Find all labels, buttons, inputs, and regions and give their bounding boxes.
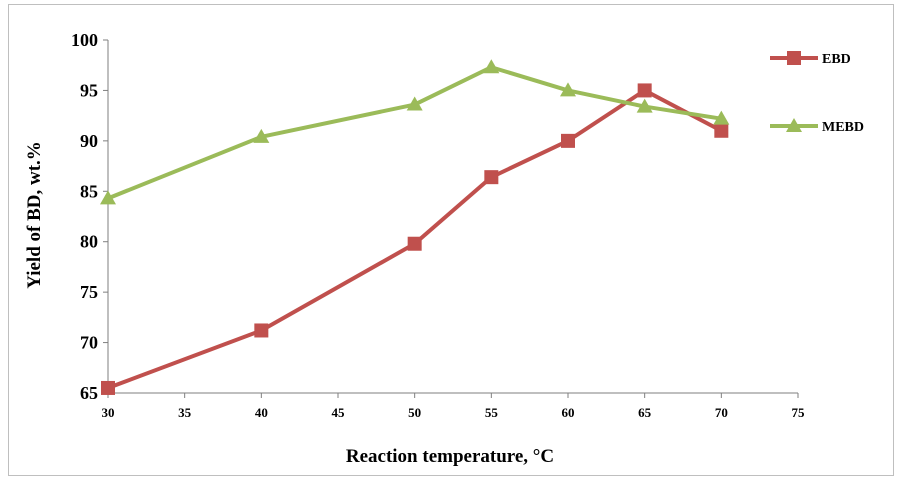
legend-marker [787,51,801,65]
data-point-ebd [407,236,422,251]
data-point-mebd [713,110,730,125]
x-tick-label: 55 [485,405,499,420]
x-tick-label: 35 [178,405,192,420]
data-point-ebd [561,133,575,148]
data-point-ebd [101,380,115,395]
x-tick-label: 70 [715,405,728,420]
series-line-mebd [107,65,722,201]
data-point-mebd [636,98,653,113]
y-tick-label: 70 [80,333,98,353]
data-point-mebd [406,96,423,111]
data-point-ebd [637,83,652,98]
y-tick-label: 100 [71,30,98,50]
x-tick-label: 50 [408,405,421,420]
series-ebd [101,83,729,395]
y-tick-label: 75 [80,282,98,302]
legend-label: EBD [822,52,851,67]
axes: 30 35 40 45 50 55 60 65 70 75 65 70 75 80 85 90 95 100 [71,30,805,420]
x-tick-label: 60 [562,405,575,420]
x-tick-label: 30 [102,405,115,420]
x-axis-title: Reaction temperature, °C [346,446,554,467]
y-axis-title: Yield of BD, wt.% [24,141,45,289]
data-point-mebd [560,82,576,97]
data-point-ebd [484,170,499,185]
data-point-mebd [483,59,500,74]
x-tick-label: 75 [792,405,806,420]
data-point-mebd [253,128,270,143]
data-point-ebd [714,123,729,138]
data-point-mebd [100,190,116,205]
series-mebd [100,59,730,205]
legend-label: MEBD [822,120,864,135]
y-tick-label: 85 [80,181,98,201]
x-tick-label: 65 [638,405,652,420]
legend-entry-mebd: MEBD [770,118,864,135]
y-tick-label: 65 [80,383,98,403]
chart-frame [8,4,894,476]
x-tick-label: 45 [332,405,346,420]
legend-marker [786,118,802,132]
legend: EBD MEBD [770,51,864,135]
x-tick-label: 40 [255,405,268,420]
legend-entry-ebd: EBD [770,51,851,67]
series-layer [100,59,730,395]
y-tick-label: 80 [80,232,98,252]
y-tick-label: 90 [80,131,98,151]
data-point-ebd [254,323,269,338]
y-tick-label: 95 [80,80,98,100]
